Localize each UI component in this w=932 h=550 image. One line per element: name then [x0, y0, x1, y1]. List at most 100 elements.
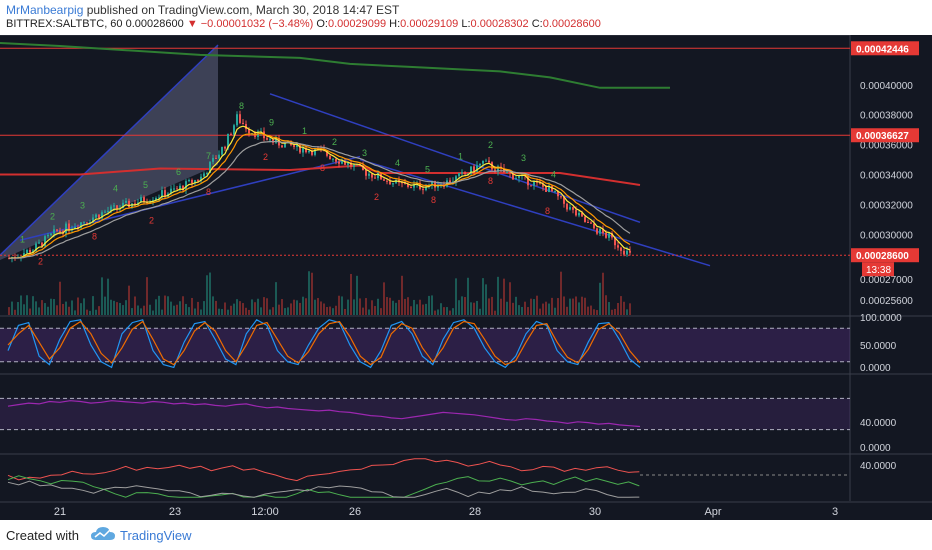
volume-bar [365, 298, 367, 315]
candle-body [350, 162, 352, 167]
volume-bar [101, 277, 103, 315]
candle-body [368, 173, 370, 176]
setup-count-down: 8 [92, 232, 97, 242]
chart-header-publisher: MrManbearpig published on TradingView.co… [6, 3, 399, 17]
volume-bar [539, 308, 541, 315]
volume-bar [278, 304, 280, 315]
volume-bar [392, 300, 394, 315]
volume-bar [23, 304, 25, 315]
candle-body [194, 180, 196, 184]
volume-bar [122, 305, 124, 315]
volume-bar [8, 307, 10, 315]
candle-body [488, 160, 490, 163]
volume-bar [470, 302, 472, 315]
price-tick-label: 0.00032000 [860, 200, 913, 211]
volume-bar [335, 305, 337, 315]
volume-bar [497, 276, 499, 315]
price-label-bg [851, 41, 919, 56]
high-value: 0.00029109 [400, 18, 459, 30]
candle-body [179, 185, 181, 189]
volume-bar [407, 297, 409, 315]
volume-bar [209, 272, 211, 315]
volume-bar [35, 301, 37, 315]
candle-body [107, 210, 109, 212]
setup-count-up: 4 [395, 158, 400, 168]
volume-bar [107, 278, 109, 315]
volume-bar [32, 296, 34, 315]
chart-background [0, 35, 932, 520]
upper-trendline [0, 44, 219, 256]
volume-bar [578, 302, 580, 315]
price-axis[interactable]: 0.00040000 0.00038000 0.00036000 0.00034000… [851, 41, 919, 472]
setup-count-up: 7 [206, 151, 211, 161]
candle-body [134, 203, 136, 205]
volume-bar [362, 307, 364, 315]
candle-body [305, 147, 307, 153]
setup-count-up: 4 [113, 183, 118, 193]
volume-bar [269, 309, 271, 315]
volume-bar [548, 303, 550, 315]
time-tick-label: 21 [54, 506, 66, 518]
candle-body [608, 233, 610, 238]
volume-bar [77, 297, 79, 315]
candle-body [563, 196, 565, 204]
candle-body [566, 203, 568, 210]
price-tick-label: 0.00034000 [860, 171, 913, 182]
candle-body [284, 143, 286, 148]
candle-body [155, 197, 157, 201]
candle-body [455, 176, 457, 182]
candle-body [8, 258, 10, 260]
candle-body [479, 163, 481, 166]
close-value: 0.00028600 [542, 18, 601, 30]
candle-body [515, 177, 517, 180]
candle-body [158, 197, 160, 199]
volume-bar [167, 296, 169, 315]
candle-body [527, 175, 529, 186]
time-tick-label: Apr [704, 506, 721, 518]
volume-bar [284, 308, 286, 315]
candle-body [44, 236, 46, 247]
candle-body [122, 202, 124, 209]
candle-body [293, 145, 295, 147]
volume-bar [185, 303, 187, 315]
volume-bar [110, 299, 112, 315]
dmi-line-0 [7, 458, 640, 482]
price-tick-label: 0.00027000 [860, 275, 913, 286]
trend-drawings [0, 42, 850, 267]
candle-body [83, 222, 85, 224]
candle-body [104, 211, 106, 213]
price-change: ▼ −0.00001032 (−3.48%) [186, 18, 314, 30]
volume-bar [242, 303, 244, 315]
candle-body [272, 139, 274, 143]
candle-body [311, 150, 313, 155]
volume-bar [527, 307, 529, 315]
volume-bar [230, 305, 232, 315]
volume-bar [416, 304, 418, 315]
candle-body [554, 191, 556, 193]
volume-bar [368, 309, 370, 315]
volume-bar [92, 296, 94, 315]
candle-body [170, 188, 172, 194]
volume-bar [38, 307, 40, 315]
volume-bar [62, 303, 64, 315]
candle-body [362, 165, 364, 171]
volume-bar [620, 296, 622, 315]
created-with-text: Created with [6, 528, 79, 543]
volume-bar [602, 272, 604, 315]
volume-bar [305, 298, 307, 315]
setup-count-down: 2 [263, 152, 268, 162]
tradingview-brand[interactable]: TradingView [120, 528, 192, 543]
volume-bar [287, 307, 289, 315]
volume-bar [593, 309, 595, 315]
volume-bar [545, 301, 547, 315]
time-axis[interactable]: 21 23 12:00 26 28 30 Apr 3 [54, 506, 838, 518]
volume-bar [266, 298, 268, 315]
candle-body [47, 234, 49, 237]
author-link[interactable]: MrManbearpig [6, 3, 84, 17]
candle-body [275, 138, 277, 143]
volume-bar [104, 296, 106, 315]
volume-bar [575, 296, 577, 315]
volume-bar [113, 300, 115, 315]
volume-bar [353, 299, 355, 315]
